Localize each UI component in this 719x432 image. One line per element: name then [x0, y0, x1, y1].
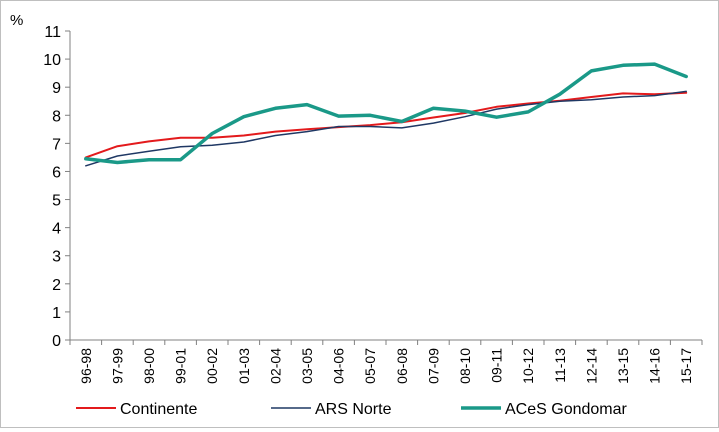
- y-tick-label: 4: [52, 221, 61, 238]
- x-tick-label: 02-04: [267, 348, 283, 384]
- x-tick-label: 03-05: [299, 348, 315, 384]
- y-tick-label: 7: [52, 136, 61, 153]
- y-tick-label: 0: [52, 333, 61, 350]
- x-tick-label: 07-09: [425, 348, 441, 384]
- x-tick-label: 13-15: [615, 348, 631, 384]
- legend-label: ARS Norte: [315, 401, 392, 418]
- x-tick-label: 98-00: [141, 348, 157, 384]
- x-tick-label: 01-03: [236, 348, 252, 384]
- legend: Continente ARS Norte ACeS Gondomar: [76, 401, 628, 418]
- y-tick-label: 10: [43, 52, 61, 69]
- x-tick-label: 11-13: [552, 348, 568, 383]
- series-line-continente: [84, 91, 688, 159]
- x-tick-label: 15-17: [678, 348, 694, 384]
- x-tick-label: 05-07: [362, 348, 378, 384]
- series-line-aces-gondomar: [84, 62, 688, 165]
- x-axis: 96-98 97-99 98-00 99-01 00-02 01-03 02-04 03-05…: [69, 339, 703, 384]
- x-tick-label: 06-08: [394, 348, 410, 384]
- x-tick-label: 04-06: [331, 348, 347, 384]
- x-tick-label: 14-16: [647, 348, 663, 384]
- legend-label: Continente: [120, 401, 197, 418]
- x-tick-label: 10-12: [520, 348, 536, 384]
- y-tick-label: 8: [52, 108, 61, 125]
- legend-label: ACeS Gondomar: [505, 401, 628, 418]
- y-axis-label: %: [10, 12, 23, 29]
- y-tick-label: 3: [52, 249, 61, 266]
- x-tick-label: 08-10: [457, 348, 473, 384]
- x-tick-label: 12-14: [583, 348, 599, 384]
- series-line-ars-norte: [85, 90, 687, 167]
- y-tick-label: 2: [52, 277, 61, 294]
- x-tick-label: 99-01: [173, 348, 189, 384]
- y-tick-label: 5: [52, 193, 61, 210]
- x-tick-label: 97-99: [109, 348, 125, 384]
- y-tick-label: 1: [52, 305, 61, 322]
- y-axis: 0 1 2 3 4 5 6 7 8 9 10 11: [43, 24, 71, 350]
- x-tick-label: 96-98: [78, 348, 94, 384]
- y-tick-label: 9: [52, 80, 61, 97]
- x-tick-label: 09-11: [489, 348, 505, 383]
- y-tick-label: 6: [52, 164, 61, 181]
- x-tick-label: 00-02: [204, 348, 220, 384]
- plot-area: [84, 62, 688, 167]
- y-tick-label: 11: [44, 24, 61, 41]
